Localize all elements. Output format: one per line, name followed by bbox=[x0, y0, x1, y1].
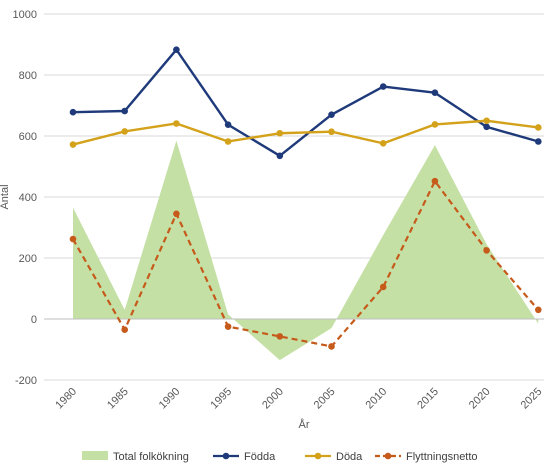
y-tick-label: 800 bbox=[19, 70, 37, 82]
series-line bbox=[72, 48, 539, 158]
x-tick-label: 1995 bbox=[208, 386, 234, 412]
data-point bbox=[69, 235, 77, 243]
x-axis-title: År bbox=[299, 418, 310, 431]
x-tick-label: 2000 bbox=[260, 386, 286, 412]
data-point bbox=[224, 138, 232, 145]
x-tick-label: 1980 bbox=[53, 386, 79, 412]
data-point bbox=[535, 306, 542, 314]
x-tick-label: 1990 bbox=[157, 386, 183, 412]
data-point bbox=[483, 123, 490, 131]
legend-item: Flyttningsnetto bbox=[375, 451, 478, 463]
data-point bbox=[328, 128, 335, 136]
data-point bbox=[276, 129, 284, 137]
data-point bbox=[431, 89, 439, 96]
data-point bbox=[483, 117, 490, 125]
gridlines bbox=[44, 13, 544, 381]
y-axis-ticks: -200 0 200 400 600 800 1000 bbox=[13, 9, 37, 387]
series-2 bbox=[69, 117, 542, 148]
x-tick-label: 1985 bbox=[105, 386, 131, 412]
legend-item: Döda bbox=[305, 451, 363, 463]
data-point bbox=[379, 140, 387, 147]
data-point bbox=[328, 111, 335, 118]
legend-label: Flyttningsnetto bbox=[406, 451, 478, 463]
data-point bbox=[276, 333, 284, 340]
data-point bbox=[328, 343, 335, 350]
data-point bbox=[121, 128, 128, 135]
data-point bbox=[379, 83, 387, 90]
x-tick-label: 2025 bbox=[519, 386, 545, 412]
legend-marker bbox=[384, 452, 392, 460]
data-point bbox=[121, 326, 128, 333]
legend-item: Total folkökning bbox=[82, 451, 189, 463]
series-line bbox=[72, 180, 540, 348]
series-1 bbox=[69, 46, 542, 160]
x-tick-label: 2020 bbox=[467, 386, 493, 412]
series-3 bbox=[69, 177, 542, 350]
legend-label: Döda bbox=[336, 451, 363, 463]
data-point bbox=[224, 121, 232, 129]
data-point bbox=[224, 323, 232, 330]
data-point bbox=[535, 124, 542, 131]
area-series-layer bbox=[73, 140, 539, 361]
x-axis-ticks: 1980 1985 1990 1995 2000 2005 2010 2015 2020 2025 bbox=[53, 386, 544, 412]
area-total-folkokning bbox=[73, 140, 539, 361]
legend-marker bbox=[222, 452, 230, 460]
data-point bbox=[276, 152, 284, 160]
legend-label: Födda bbox=[244, 451, 276, 463]
legend-label: Total folkökning bbox=[113, 451, 189, 463]
y-tick-label: 1000 bbox=[13, 9, 37, 21]
data-point bbox=[431, 121, 439, 128]
y-tick-label: 600 bbox=[19, 131, 37, 143]
x-tick-label: 2010 bbox=[364, 386, 390, 412]
data-point bbox=[173, 210, 180, 218]
y-tick-label: 400 bbox=[19, 192, 37, 204]
y-tick-label: 0 bbox=[31, 314, 37, 326]
legend-marker bbox=[314, 452, 322, 460]
data-point bbox=[69, 141, 77, 148]
y-tick-label: 200 bbox=[19, 253, 37, 265]
data-point bbox=[173, 46, 180, 53]
data-point bbox=[483, 247, 490, 254]
series-line bbox=[72, 119, 539, 146]
legend-swatch bbox=[82, 451, 108, 460]
data-point bbox=[173, 120, 180, 127]
data-point bbox=[535, 138, 542, 145]
line-series-layer bbox=[69, 46, 542, 350]
data-point bbox=[69, 108, 77, 116]
data-point bbox=[379, 283, 387, 291]
legend: Total folkökning Födda Döda Flyttningsnetto bbox=[82, 451, 478, 463]
y-tick-label: -200 bbox=[15, 375, 37, 387]
data-point bbox=[431, 177, 439, 185]
data-point bbox=[121, 107, 128, 115]
x-tick-label: 2015 bbox=[415, 386, 441, 412]
legend-item: Födda bbox=[213, 451, 276, 463]
x-tick-label: 2005 bbox=[312, 386, 338, 412]
y-axis-title: Antal bbox=[0, 184, 11, 209]
